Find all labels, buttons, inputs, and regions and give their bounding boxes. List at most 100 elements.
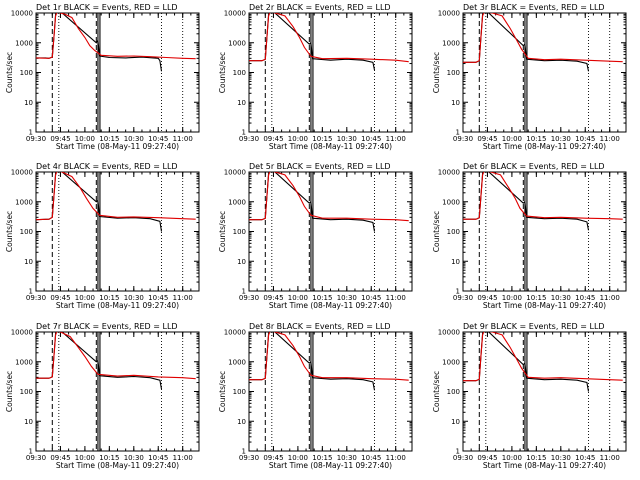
y-axis-label: Counts/sec (5, 52, 14, 93)
y-tick-label: 1 (29, 129, 33, 137)
x-tick-label: 11:00 (600, 135, 620, 143)
x-tick-label: 10:15 (312, 135, 332, 143)
x-tick-label: 10:00 (75, 454, 95, 462)
x-tick-label: 10:45 (575, 135, 595, 143)
x-tick-label: 11:00 (600, 294, 620, 302)
x-tick-label: 10:15 (99, 454, 119, 462)
y-tick-label: 1000 (442, 358, 460, 366)
y-tick-label: 100 (233, 228, 246, 236)
y-tick-label: 1000 (442, 198, 460, 206)
x-tick-label: 10:45 (148, 135, 168, 143)
x-tick-label: 09:45 (477, 454, 497, 462)
x-tick-label: 09:30 (453, 135, 473, 143)
y-tick-label: 1000 (15, 198, 33, 206)
x-tick-label: 09:30 (239, 135, 259, 143)
x-axis-label: Start Time (08-May-11 09:27:40) (269, 142, 392, 151)
y-tick-label: 100 (447, 69, 460, 77)
y-tick-label: 10000 (224, 10, 246, 18)
x-tick-label: 10:45 (148, 294, 168, 302)
panel-title: Det 6r BLACK = Events, RED = LLD (463, 162, 605, 171)
x-tick-label: 10:45 (575, 294, 595, 302)
y-tick-label: 1 (456, 129, 460, 137)
y-tick-label: 10 (451, 258, 460, 266)
detector-panel: Det 2r BLACK = Events, RED = LLD 1 10 100 10… (218, 3, 413, 151)
black-events-series-line (249, 13, 376, 71)
detector-panel: Det 3r BLACK = Events, RED = LLD 1 10 100 10… (432, 3, 627, 151)
y-axis-label: Counts/sec (5, 371, 14, 412)
y-tick-label: 10000 (438, 10, 460, 18)
x-tick-label: 10:45 (361, 294, 381, 302)
x-tick-label: 11:00 (173, 135, 193, 143)
x-tick-label: 10:30 (124, 294, 144, 302)
y-tick-label: 100 (447, 388, 460, 396)
black-events-series-line (249, 332, 376, 391)
y-tick-label: 10000 (438, 329, 460, 337)
y-tick-label: 1 (29, 448, 33, 456)
red-lld-series-line (36, 13, 196, 60)
x-tick-label: 10:30 (551, 135, 571, 143)
x-tick-label: 10:00 (502, 294, 522, 302)
y-tick-label: 10 (237, 99, 246, 107)
x-tick-label: 09:30 (26, 135, 46, 143)
panel-title: Det 3r BLACK = Events, RED = LLD (463, 3, 605, 12)
y-tick-label: 10 (237, 418, 246, 426)
x-tick-label: 09:45 (263, 294, 283, 302)
y-axis-label: Counts/sec (5, 211, 14, 252)
x-tick-label: 11:00 (386, 454, 406, 462)
red-lld-series-line (463, 172, 623, 220)
x-tick-label: 11:00 (386, 294, 406, 302)
x-axis-label: Start Time (08-May-11 09:27:40) (56, 142, 179, 151)
y-tick-label: 10 (237, 258, 246, 266)
y-tick-label: 10 (24, 258, 33, 266)
x-tick-label: 09:45 (477, 294, 497, 302)
x-tick-label: 10:15 (312, 294, 332, 302)
x-tick-label: 10:45 (575, 454, 595, 462)
x-tick-label: 11:00 (386, 135, 406, 143)
detector-panel: Det 7r BLACK = Events, RED = LLD 1 10 100 10… (5, 322, 200, 470)
plot-frame (248, 171, 413, 292)
y-tick-label: 100 (233, 69, 246, 77)
x-tick-label: 11:00 (173, 294, 193, 302)
panel-title: Det 5r BLACK = Events, RED = LLD (249, 162, 391, 171)
x-tick-label: 10:45 (148, 454, 168, 462)
y-tick-label: 10000 (11, 329, 33, 337)
x-tick-label: 10:15 (526, 294, 546, 302)
x-tick-label: 10:45 (361, 135, 381, 143)
black-events-series-line (463, 172, 590, 231)
black-events-series-line (36, 13, 163, 72)
x-tick-label: 09:45 (263, 135, 283, 143)
x-tick-label: 10:00 (75, 135, 95, 143)
x-tick-label: 09:45 (50, 135, 70, 143)
x-tick-label: 10:00 (75, 294, 95, 302)
x-tick-label: 09:45 (477, 135, 497, 143)
y-tick-label: 100 (20, 69, 33, 77)
y-tick-label: 1000 (15, 39, 33, 47)
x-tick-label: 09:45 (50, 294, 70, 302)
plot-frame (462, 12, 627, 133)
plot-frame (462, 171, 627, 292)
detector-panel: Det 9r BLACK = Events, RED = LLD 1 10 100 10… (432, 322, 627, 470)
x-tick-label: 09:30 (26, 454, 46, 462)
x-tick-label: 10:00 (288, 294, 308, 302)
x-tick-label: 10:15 (99, 135, 119, 143)
x-tick-label: 09:30 (26, 294, 46, 302)
y-axis-label: Counts/sec (218, 52, 227, 93)
x-tick-label: 09:30 (239, 294, 259, 302)
x-tick-label: 10:15 (99, 294, 119, 302)
black-events-series-line (249, 172, 376, 232)
y-tick-label: 1 (242, 288, 246, 296)
y-tick-label: 10000 (438, 169, 460, 177)
y-axis-label: Counts/sec (218, 371, 227, 412)
detector-panel: Det 5r BLACK = Events, RED = LLD 1 10 100 10… (218, 162, 413, 310)
panel-title: Det 1r BLACK = Events, RED = LLD (36, 3, 178, 12)
plot-frame (35, 331, 200, 452)
x-tick-label: 10:00 (288, 135, 308, 143)
detector-panel: Det 6r BLACK = Events, RED = LLD 1 10 100 10… (432, 162, 627, 310)
y-tick-label: 1000 (442, 39, 460, 47)
x-tick-label: 10:15 (312, 454, 332, 462)
y-tick-label: 1 (456, 448, 460, 456)
y-tick-label: 1 (29, 288, 33, 296)
red-lld-series-line (249, 332, 409, 381)
y-tick-label: 10 (24, 99, 33, 107)
